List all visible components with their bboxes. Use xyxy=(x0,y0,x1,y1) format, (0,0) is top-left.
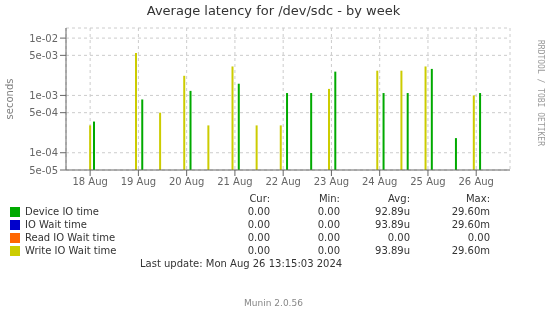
html-text:RRDTOOL / TOBI OETIKER: RRDTOOL / TOBI OETIKER xyxy=(536,40,545,146)
svg-text:22 Aug: 22 Aug xyxy=(265,176,300,187)
html-text:29.60m: 29.60m xyxy=(451,206,490,217)
html-text:Last update: Mon Aug 26 13:15:: Last update: Mon Aug 26 13:15:03 2024 xyxy=(140,258,343,269)
html-text:Max:: Max: xyxy=(466,193,490,204)
html-text:0.00: 0.00 xyxy=(247,206,270,217)
html-text:0.00: 0.00 xyxy=(467,232,490,243)
html-text:0.00: 0.00 xyxy=(247,219,270,230)
html-text:93.89u: 93.89u xyxy=(375,219,410,230)
svg-text:seconds: seconds xyxy=(8,79,15,120)
html-text:Cur:: Cur: xyxy=(249,193,270,204)
html-text:Munin 2.0.56: Munin 2.0.56 xyxy=(244,298,303,308)
svg-text:5e-05: 5e-05 xyxy=(29,165,58,176)
svg-text:5e-03: 5e-03 xyxy=(29,50,58,61)
svg-text:1e-02: 1e-02 xyxy=(29,33,58,44)
html-text:Device IO time: Device IO time xyxy=(25,206,99,217)
html-text:0.00: 0.00 xyxy=(317,219,340,230)
html-text:Write IO Wait time: Write IO Wait time xyxy=(25,245,117,256)
svg-text:18 Aug: 18 Aug xyxy=(72,176,107,187)
html-text:Avg:: Avg: xyxy=(388,193,410,204)
html-text:0.00: 0.00 xyxy=(317,206,340,217)
svg-text:24 Aug: 24 Aug xyxy=(362,176,397,187)
html-text:29.60m: 29.60m xyxy=(451,219,490,230)
svg-text:1e-04: 1e-04 xyxy=(29,147,58,158)
svg-text:5e-04: 5e-04 xyxy=(29,107,58,118)
html-text:0.00: 0.00 xyxy=(247,232,270,243)
html-text:0.00: 0.00 xyxy=(387,232,410,243)
svg-text:19 Aug: 19 Aug xyxy=(121,176,156,187)
svg-text:21 Aug: 21 Aug xyxy=(217,176,252,187)
svg-text:20 Aug: 20 Aug xyxy=(169,176,204,187)
svg-text:26 Aug: 26 Aug xyxy=(458,176,493,187)
html-text:92.89u: 92.89u xyxy=(375,206,410,217)
html-text:Read IO Wait time: Read IO Wait time xyxy=(25,232,116,243)
svg-text:1e-03: 1e-03 xyxy=(29,90,58,101)
html-text:0.00: 0.00 xyxy=(317,232,340,243)
svg-text:25 Aug: 25 Aug xyxy=(410,176,445,187)
svg-text:23 Aug: 23 Aug xyxy=(314,176,349,187)
html-text:0.00: 0.00 xyxy=(247,245,270,256)
html-text:IO Wait time: IO Wait time xyxy=(25,219,87,230)
html-text:93.89u: 93.89u xyxy=(375,245,410,256)
html-text:0.00: 0.00 xyxy=(317,245,340,256)
html-text:Min:: Min: xyxy=(318,193,340,204)
html-text:29.60m: 29.60m xyxy=(451,245,490,256)
html-text:Average latency for /dev/sdc -: Average latency for /dev/sdc - by week xyxy=(146,3,401,18)
